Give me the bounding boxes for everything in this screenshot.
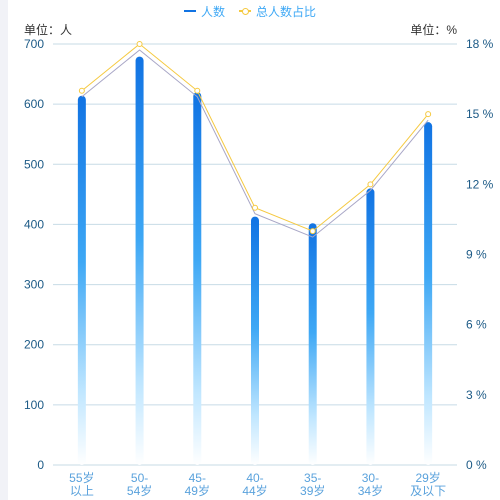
category-label: 40-44岁 [242,471,267,498]
category-label: 29岁及以下 [410,470,446,498]
ratio-line [81,43,429,232]
legend-item-count[interactable]: 人数 [183,3,225,20]
left-tick-label: 0 [37,458,44,472]
left-edge-strip [0,0,8,500]
bar-0[interactable] [77,95,86,466]
axes: 0 100 200 300 400 500 600 700 0 % 3 % 6 % 9 % 12 % 15… [24,37,494,498]
bar-5[interactable] [366,188,375,466]
ratio-shadow-line [81,49,429,238]
right-tick-label: 9 % [466,248,487,262]
right-tick-label: 12 % [466,177,494,191]
right-axis-unit: 单位：% [410,23,457,37]
ratio-point-3[interactable] [252,204,258,211]
left-tick-label: 700 [24,37,44,51]
left-axis-unit: 单位：人 [24,23,73,37]
right-tick-label: 0 % [466,458,487,472]
chart-legend: 人数 总人数占比 [0,3,500,19]
left-tick-label: 500 [24,157,44,171]
category-label: 30-34岁 [358,471,383,498]
ratio-series [78,41,432,238]
bar-6[interactable] [424,122,433,465]
ratio-point-4[interactable] [309,228,316,235]
left-tick-label: 200 [24,338,44,352]
bar-2[interactable] [193,92,202,465]
category-label: 45-49岁 [185,471,210,498]
left-tick-label: 400 [24,217,44,231]
bar-3[interactable] [251,216,259,465]
left-tick-label: 600 [24,97,44,111]
ratio-point-0[interactable] [78,87,85,94]
right-tick-label: 15 % [466,107,494,121]
right-tick-label: 3 % [466,388,487,402]
category-label: 35-39岁 [300,471,325,498]
ratio-point-2[interactable] [194,87,201,94]
bar-4[interactable] [308,223,317,465]
ratio-point-1[interactable] [136,41,143,47]
category-label: 55岁以上 [69,470,94,498]
left-tick-label: 100 [24,398,44,412]
right-tick-label: 18 % [466,37,494,51]
bar-series [77,56,433,466]
ratio-point-6[interactable] [425,111,432,118]
legend-count-label: 人数 [200,4,225,19]
legend-ratio-swatch [239,6,251,16]
ratio-point-5[interactable] [367,181,374,188]
right-tick-label: 6 % [466,318,487,332]
category-label: 50-54岁 [127,471,152,498]
legend-count-swatch [183,6,196,16]
bar-1[interactable] [135,56,144,465]
legend-item-ratio[interactable]: 总人数占比 [239,3,316,20]
left-tick-label: 300 [24,278,44,292]
legend-ratio-label: 总人数占比 [256,4,317,19]
